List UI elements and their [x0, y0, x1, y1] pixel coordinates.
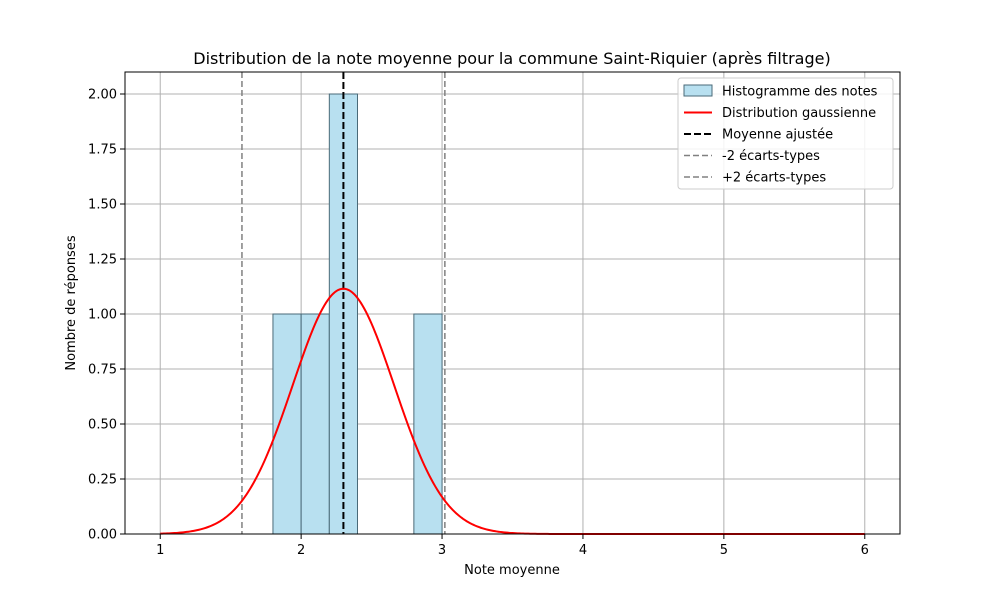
- y-tick-label: 1.50: [88, 198, 117, 213]
- x-tick-label: 6: [861, 543, 869, 558]
- y-tick-label: 0.50: [88, 418, 117, 433]
- plot-frame: [124, 71, 901, 535]
- x-axis-ticks: 1 2 3 4 5 6: [156, 534, 869, 558]
- legend-box: [677, 77, 894, 190]
- x-tick-label: 1: [156, 543, 164, 558]
- y-tick-label: 1.00: [88, 308, 117, 323]
- histogram-bar: [300, 313, 330, 535]
- chart-title: Distribution de la note moyenne pour la …: [193, 49, 830, 68]
- legend-label: -2 écarts-types: [722, 149, 820, 164]
- legend-label: +2 écarts-types: [722, 171, 826, 186]
- x-tick-label: 2: [297, 543, 305, 558]
- y-tick-label: 0.75: [88, 363, 117, 378]
- legend-label: Moyenne ajustée: [722, 128, 833, 143]
- y-tick-label: 1.75: [88, 143, 117, 158]
- x-tick-label: 3: [438, 543, 446, 558]
- y-tick-label: 0.25: [88, 473, 117, 488]
- y-tick-label: 1.25: [88, 253, 117, 268]
- reference-lines: [241, 72, 446, 534]
- x-tick-label: 4: [579, 543, 587, 558]
- y-tick-label: 0.00: [88, 528, 117, 543]
- histogram-bar: [413, 313, 443, 535]
- x-tick-label: 5: [720, 543, 728, 558]
- legend-label: Distribution gaussienne: [722, 106, 876, 121]
- grid-lines: [125, 72, 900, 535]
- y-axis-title: Nombre de réponses: [64, 235, 79, 370]
- histogram-bars: [272, 93, 443, 535]
- legend-swatch: [683, 84, 713, 97]
- histogram-bar: [272, 313, 302, 535]
- y-axis-ticks: 0.00 0.25 0.50 0.75 1.00 1.25 1.50 1.75 2.00: [88, 88, 125, 543]
- legend: Histogramme des notes Distribution gaussi…: [677, 77, 894, 190]
- legend-label: Histogramme des notes: [722, 85, 878, 100]
- x-axis-title: Note moyenne: [464, 563, 560, 578]
- y-tick-label: 2.00: [88, 88, 117, 103]
